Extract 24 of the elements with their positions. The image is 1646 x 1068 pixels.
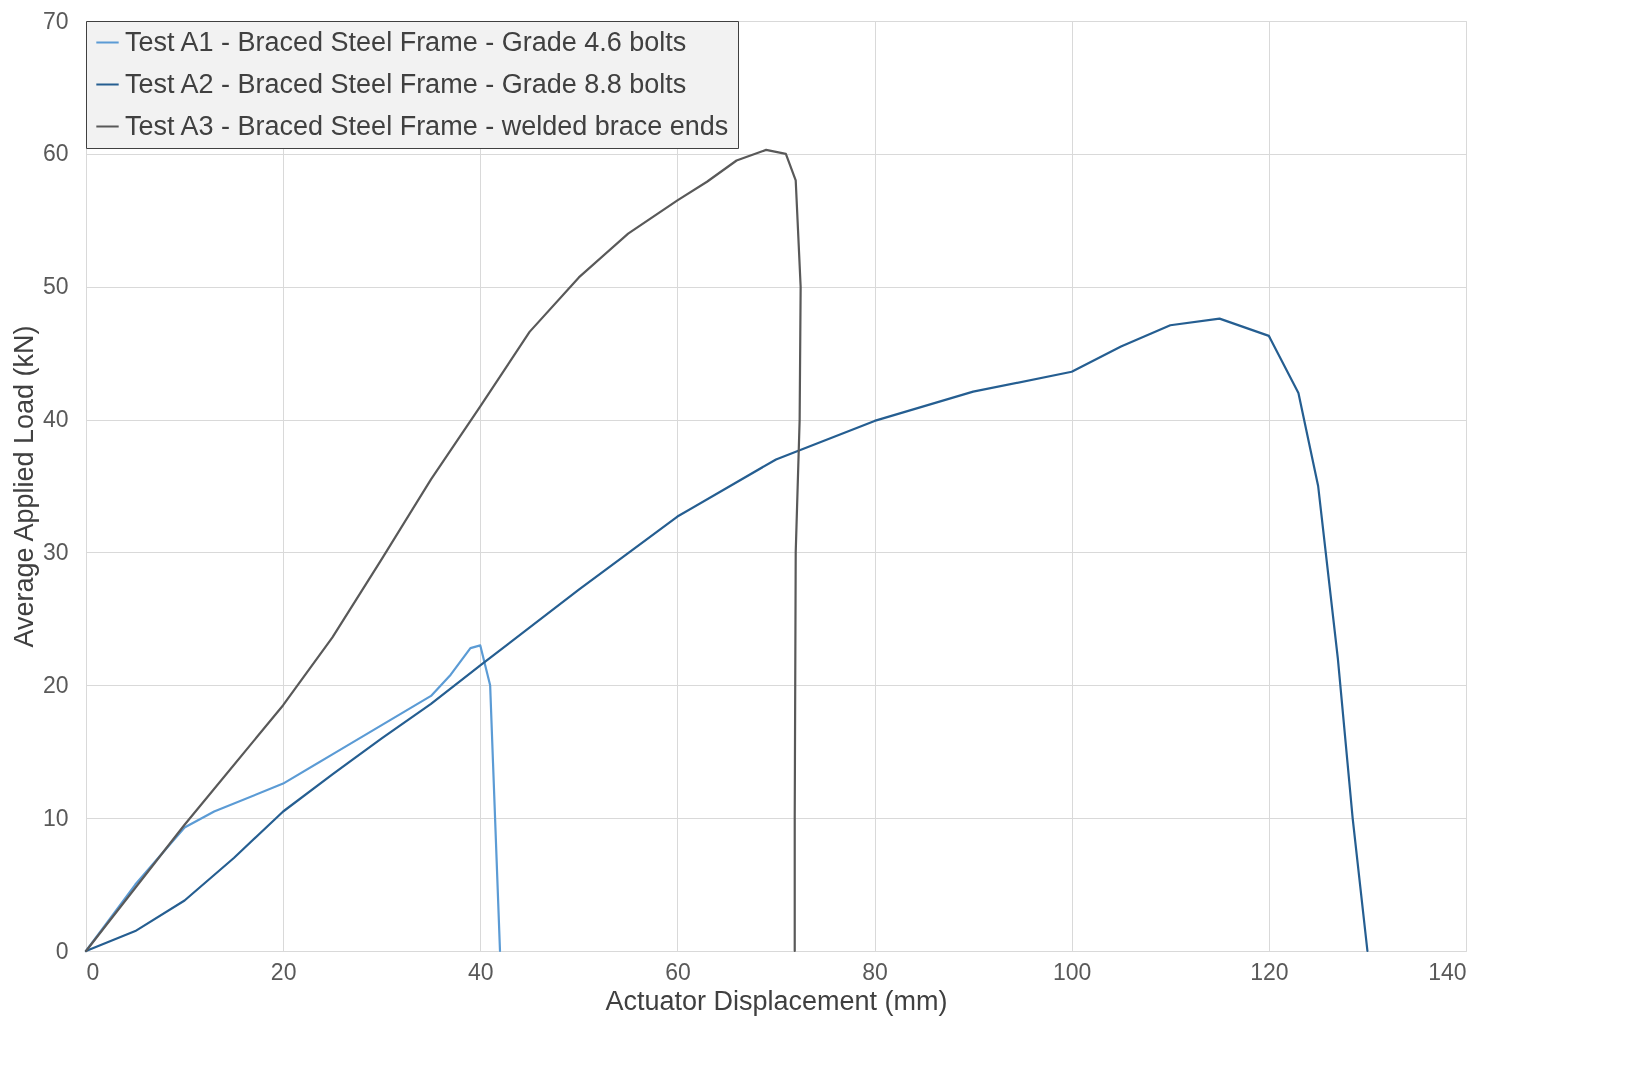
y-tick-label: 60 xyxy=(42,140,69,167)
x-axis-title: Actuator Displacement (mm) xyxy=(605,985,948,1016)
line-series xyxy=(84,644,502,953)
legend-label: Test A2 - Braced Steel Frame - Grade 8.8 bolts xyxy=(125,68,687,99)
y-axis-title: Average Applied Load (kN) xyxy=(8,325,39,648)
y-tick-label: 0 xyxy=(55,937,69,964)
x-tick-label: 80 xyxy=(862,958,888,985)
x-tick-label: 100 xyxy=(1053,958,1092,985)
y-tick-label: 20 xyxy=(42,671,69,698)
x-tick-label: 20 xyxy=(270,958,297,985)
y-tick-label: 70 xyxy=(42,7,69,34)
y-tick-label: 30 xyxy=(42,538,69,565)
x-tick-label: 140 xyxy=(1428,958,1467,985)
x-tick-label: 0 xyxy=(86,958,100,985)
y-tick-label: 10 xyxy=(42,804,69,831)
y-tick-label: 50 xyxy=(42,273,69,300)
x-tick-label: 40 xyxy=(467,958,494,985)
legend-label: Test A1 - Braced Steel Frame - Grade 4.6 bolts xyxy=(125,26,687,57)
y-tick-label: 40 xyxy=(42,406,69,433)
legend-label: Test A3 - Braced Steel Frame - welded brace ends xyxy=(125,110,729,141)
line-series xyxy=(84,148,802,953)
line-series xyxy=(84,317,1369,953)
x-tick-label: 60 xyxy=(665,958,691,985)
x-tick-label: 120 xyxy=(1250,958,1289,985)
